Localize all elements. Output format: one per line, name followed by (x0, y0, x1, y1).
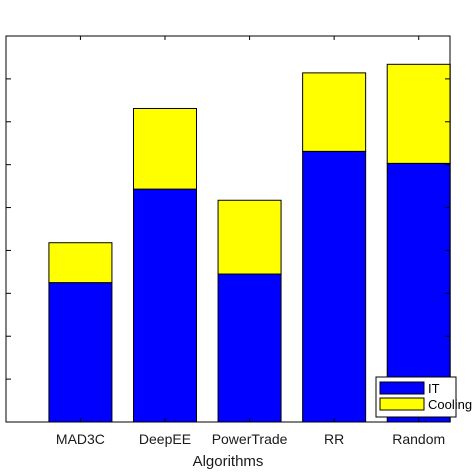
labels-group: MAD3C DeepEE PowerTrade RR Random (56, 431, 445, 447)
bar-cooling-mad3c (48, 242, 113, 284)
legend-label-cooling: Cooling (428, 397, 472, 412)
x-tick-label-deepee: DeepEE (139, 431, 191, 447)
bar-it-rr (302, 150, 367, 423)
x-tick-label-powertrade: PowerTrade (212, 431, 288, 447)
bar-cooling-deepee (132, 107, 198, 190)
bar-it-mad3c (48, 282, 113, 423)
bar-it-deepee (132, 188, 198, 423)
bar-cooling-powertrade (217, 199, 282, 275)
legend-label-it: IT (428, 381, 440, 396)
x-tick-label-random: Random (392, 431, 445, 447)
x-tick-label-rr: RR (324, 431, 344, 447)
bar-cooling-random (386, 63, 451, 164)
bar-it-powertrade (217, 273, 282, 423)
legend-swatch-it (379, 381, 425, 395)
legend-swatch-cooling (379, 397, 425, 411)
bars-group (48, 63, 451, 423)
x-axis-title: Algorithms (193, 453, 264, 470)
x-tick-label-mad3c: MAD3C (56, 431, 105, 447)
plot-frame (5, 35, 451, 423)
bar-cooling-rr (302, 72, 367, 152)
